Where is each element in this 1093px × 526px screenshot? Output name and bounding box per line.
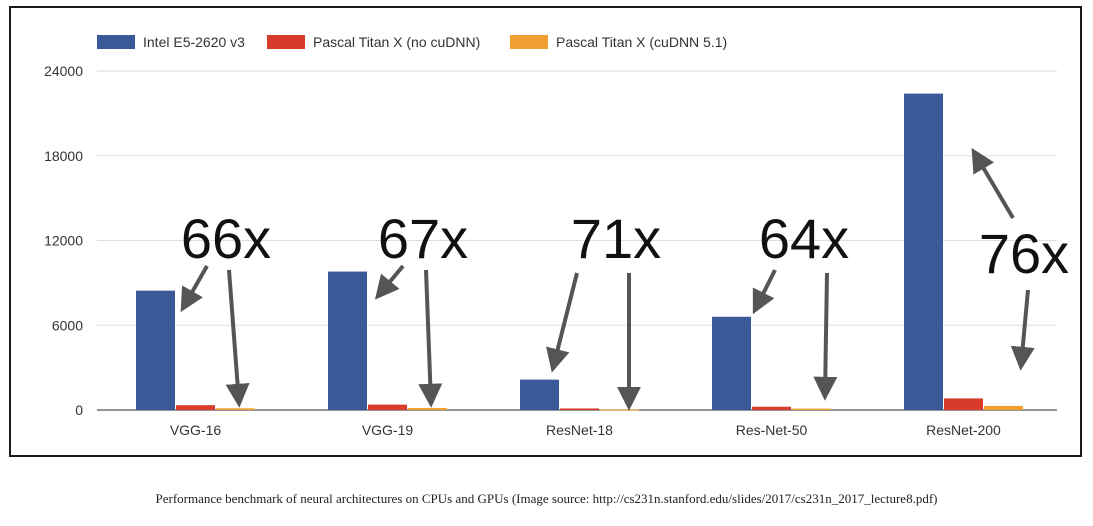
legend: Intel E5-2620 v3 Pascal Titan X (no cuDNN… <box>97 34 727 50</box>
bar <box>752 406 791 410</box>
bar <box>944 398 983 410</box>
y-tick-labels: 0 6000 12000 18000 24000 <box>44 63 83 418</box>
y-tick-label: 24000 <box>44 63 83 79</box>
bar <box>408 408 447 410</box>
x-category-labels: VGG-16 VGG-19 ResNet-18 Res-Net-50 ResNet-20… <box>170 422 1001 438</box>
bars <box>136 93 1023 411</box>
speedup-label: 76x <box>979 222 1069 285</box>
bar <box>136 290 175 410</box>
y-tick-label: 6000 <box>52 317 83 333</box>
legend-label: Intel E5-2620 v3 <box>143 34 245 50</box>
annotation-arrow <box>752 269 777 315</box>
bar <box>368 404 407 410</box>
legend-swatch <box>510 35 548 49</box>
bar <box>216 408 255 410</box>
y-tick-label: 18000 <box>44 148 83 164</box>
speedup-annotations: 66x 67x 71x 64x 76x <box>181 207 1069 285</box>
bar <box>176 405 215 410</box>
annotation-arrow <box>971 147 1015 220</box>
bar <box>328 271 367 410</box>
annotation-arrow <box>180 265 209 313</box>
annotation-arrow <box>418 269 443 408</box>
bar <box>792 408 831 410</box>
legend-swatch <box>267 35 305 49</box>
bar <box>904 93 943 410</box>
legend-label: Pascal Titan X (cuDNN 5.1) <box>556 34 727 50</box>
bar <box>560 408 599 410</box>
annotation-arrow <box>225 269 250 408</box>
speedup-label: 64x <box>759 207 849 270</box>
speedup-label: 71x <box>571 207 661 270</box>
x-category-label: VGG-16 <box>170 422 222 438</box>
annotation-arrow <box>813 272 838 401</box>
x-category-label: VGG-19 <box>362 422 414 438</box>
x-category-label: ResNet-200 <box>926 422 1001 438</box>
x-category-label: Res-Net-50 <box>736 422 808 438</box>
annotation-arrow <box>546 272 579 373</box>
chart-frame: 0 6000 12000 18000 24000 VGG-16 VGG-19 ResNet-… <box>9 6 1082 457</box>
speedup-label: 67x <box>378 207 468 270</box>
figure-caption: Performance benchmark of neural architec… <box>155 491 938 506</box>
bar <box>600 409 639 411</box>
y-tick-label: 12000 <box>44 233 83 249</box>
legend-swatch <box>97 35 135 49</box>
annotation-arrow <box>1010 289 1035 371</box>
legend-label: Pascal Titan X (no cuDNN) <box>313 34 480 50</box>
x-category-label: ResNet-18 <box>546 422 613 438</box>
y-tick-label: 0 <box>75 402 83 418</box>
bar <box>984 405 1023 410</box>
speedup-label: 66x <box>181 207 271 270</box>
annotation-arrow <box>374 264 405 300</box>
annotation-arrows <box>180 147 1035 411</box>
bar <box>520 379 559 410</box>
bar-chart: 0 6000 12000 18000 24000 VGG-16 VGG-19 ResNet-… <box>44 34 1069 438</box>
bar <box>712 316 751 410</box>
